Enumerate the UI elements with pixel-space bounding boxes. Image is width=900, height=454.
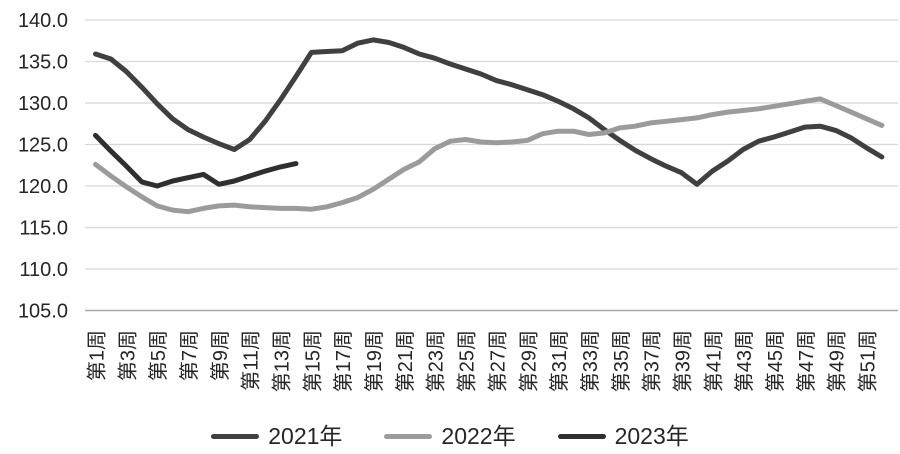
y-tick-label: 105.0 bbox=[18, 301, 68, 323]
x-tick-label: 第15周 bbox=[301, 330, 324, 392]
x-tick-label: 第17周 bbox=[332, 330, 355, 392]
x-tick-label: 第1周 bbox=[86, 330, 109, 381]
y-axis-labels: 140.0 135.0 130.0 125.0 120.0 115.0 110.0 105.0 bbox=[18, 10, 68, 323]
y-tick-label: 115.0 bbox=[19, 218, 68, 240]
x-axis-labels: 第1周 第3周 第5周 第7周 第9周 第11周 第13周 第15周 第17周 第19周 第21周第… bbox=[86, 330, 880, 392]
x-tick-label: 第39周 bbox=[671, 330, 694, 392]
y-tick-label: 120.0 bbox=[18, 176, 68, 198]
legend-item-2023[interactable]: 2023年 bbox=[557, 423, 689, 449]
x-tick-label: 第45周 bbox=[764, 330, 787, 392]
x-tick-label: 第51周 bbox=[857, 330, 880, 392]
legend-item-2021[interactable]: 2021年 bbox=[211, 425, 342, 448]
x-tick-label: 第27周 bbox=[486, 330, 509, 392]
series-line-2022年[interactable] bbox=[93, 96, 885, 215]
x-tick-label: 第37周 bbox=[641, 330, 664, 392]
line-chart-canvas: 140.0 135.0 130.0 125.0 120.0 115.0 110.0 105.0… bbox=[18, 10, 898, 392]
x-tick-label: 第31周 bbox=[548, 330, 571, 392]
chart-legend: 2021年 2022年 2023年 bbox=[0, 425, 900, 448]
x-tick-label: 第21周 bbox=[394, 330, 417, 392]
y-tick-label: 125.0 bbox=[18, 135, 68, 157]
legend-label-2021: 2021年 bbox=[268, 423, 343, 449]
series-line-2021年[interactable] bbox=[93, 37, 885, 187]
legend-swatch-2021-line bbox=[211, 434, 260, 439]
x-tick-label: 第29周 bbox=[517, 330, 540, 392]
x-tick-label: 第33周 bbox=[579, 330, 602, 392]
legend-swatch-2023-line bbox=[557, 434, 606, 439]
y-tick-label: 135.0 bbox=[18, 52, 68, 74]
x-tick-label: 第47周 bbox=[795, 330, 818, 392]
x-tick-label: 第49周 bbox=[826, 330, 849, 392]
x-tick-label: 第25周 bbox=[456, 330, 479, 392]
x-tick-label: 第41周 bbox=[702, 330, 725, 392]
x-tick-label: 第23周 bbox=[425, 330, 448, 392]
x-tick-label: 第11周 bbox=[240, 330, 263, 391]
x-tick-label: 第7周 bbox=[178, 330, 201, 381]
x-tick-label: 第19周 bbox=[363, 330, 386, 392]
legend-swatch-2022-line bbox=[384, 434, 433, 439]
x-tick-label: 第5周 bbox=[147, 330, 170, 381]
x-tick-label: 第35周 bbox=[610, 330, 633, 392]
x-tick-label: 第13周 bbox=[271, 330, 294, 392]
legend-label-2022: 2022年 bbox=[441, 423, 516, 449]
legend-item-2022[interactable]: 2022年 bbox=[384, 423, 516, 449]
x-tick-label: 第43周 bbox=[733, 330, 756, 392]
legend-label-2023: 2023年 bbox=[614, 423, 689, 449]
y-tick-label: 130.0 bbox=[18, 93, 68, 115]
y-tick-label: 110.0 bbox=[19, 259, 68, 281]
gridlines bbox=[85, 19, 898, 312]
y-tick-label: 140.0 bbox=[18, 10, 68, 32]
x-tick-label: 第3周 bbox=[116, 330, 139, 381]
x-tick-label: 第9周 bbox=[209, 330, 232, 381]
series-line-2023年[interactable] bbox=[93, 132, 299, 189]
